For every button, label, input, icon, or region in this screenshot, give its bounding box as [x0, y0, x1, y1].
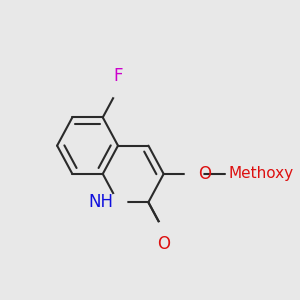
Text: NH: NH — [88, 193, 114, 211]
Circle shape — [109, 80, 127, 98]
Circle shape — [109, 194, 127, 211]
Text: O: O — [157, 235, 170, 253]
Text: Methoxy: Methoxy — [229, 167, 294, 182]
Text: F: F — [113, 67, 123, 85]
Text: O: O — [198, 165, 212, 183]
Circle shape — [185, 165, 203, 183]
Circle shape — [155, 222, 172, 239]
